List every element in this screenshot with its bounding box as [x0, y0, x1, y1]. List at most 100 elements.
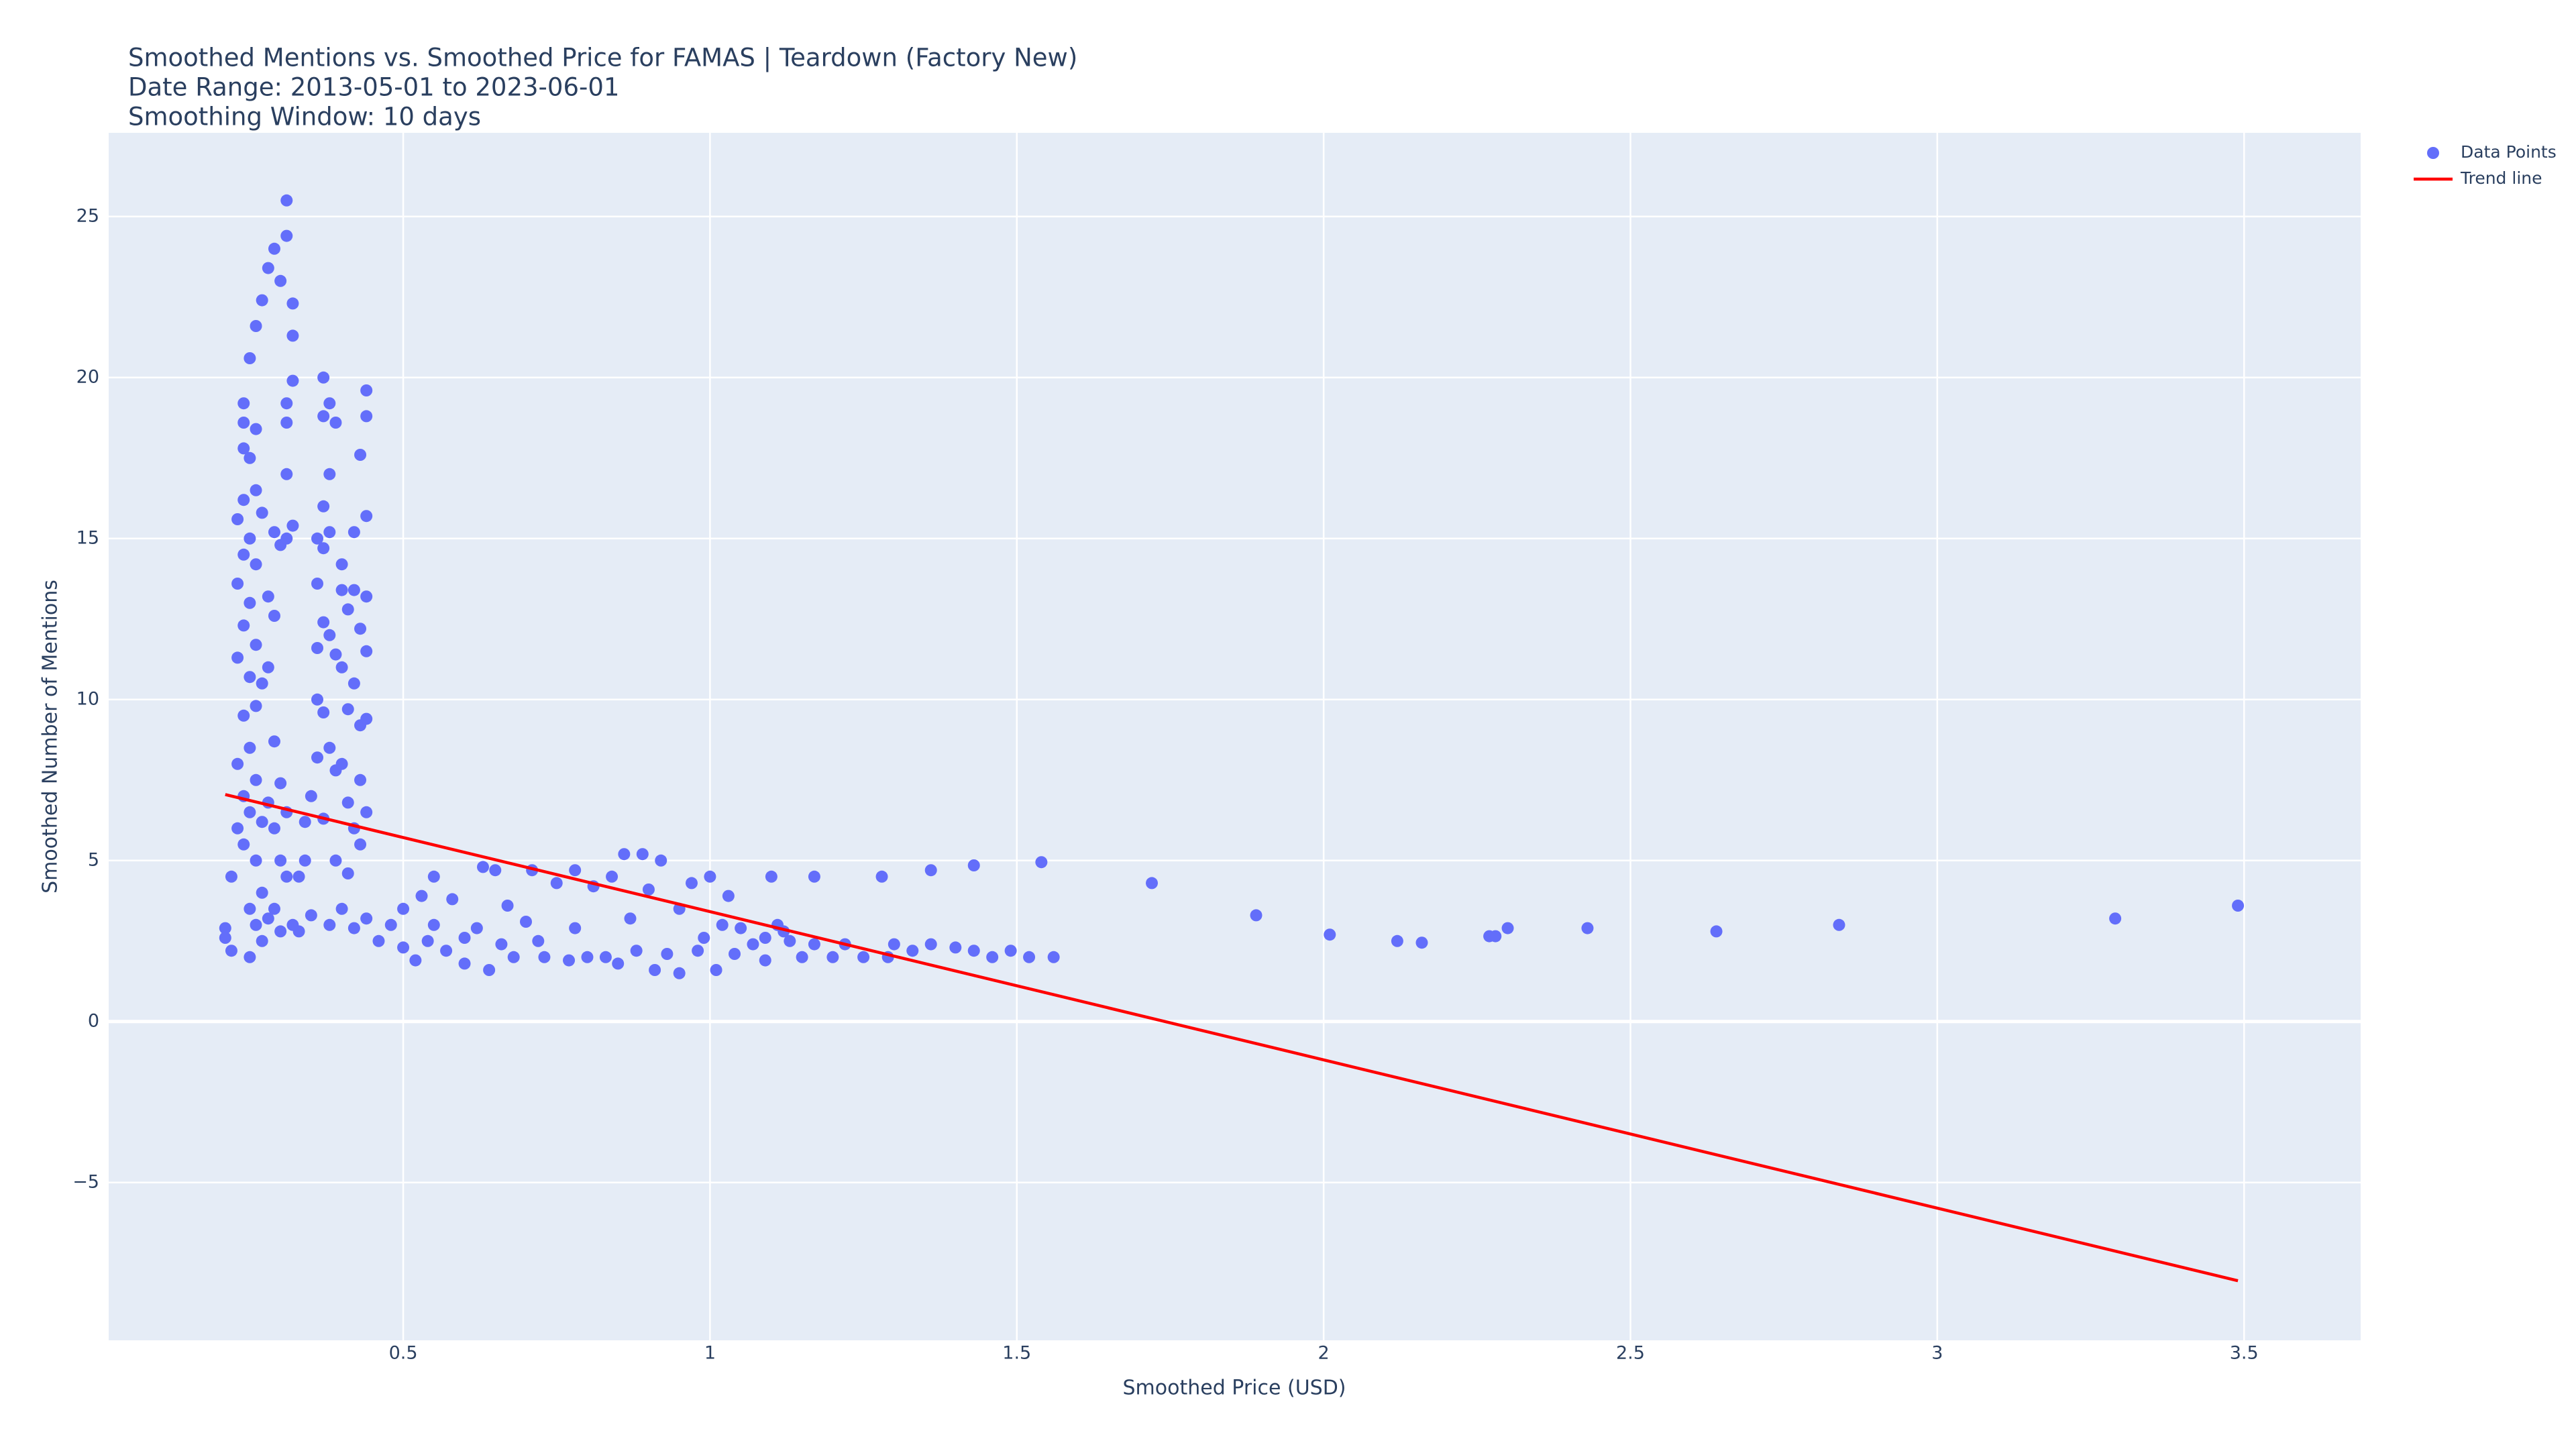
data-point [250, 700, 262, 712]
data-point [698, 932, 710, 944]
data-point [311, 578, 324, 590]
data-point [268, 822, 280, 835]
data-point [347, 677, 360, 690]
data-point [323, 397, 336, 410]
data-point [360, 590, 373, 603]
data-point [329, 854, 342, 867]
data-point [335, 661, 348, 674]
data-point [219, 932, 231, 944]
data-point [311, 642, 324, 654]
data-point [716, 918, 729, 931]
data-point [692, 945, 704, 957]
data-point [256, 934, 268, 947]
data-point [1581, 922, 1594, 934]
data-point [710, 964, 722, 976]
data-point [415, 890, 428, 902]
data-point [1035, 856, 1048, 869]
data-point [857, 951, 870, 963]
data-point [280, 468, 293, 480]
data-point [427, 870, 440, 883]
data-point [323, 629, 336, 641]
data-point [661, 948, 674, 960]
data-point [268, 526, 280, 539]
y-tick-label: −5 [72, 1171, 99, 1192]
data-point [569, 922, 582, 934]
data-point [256, 886, 268, 899]
data-point [360, 384, 373, 396]
chart-subtitle: Smoothing Window: 10 days [128, 103, 481, 131]
data-point [875, 870, 888, 883]
data-point [538, 951, 551, 963]
data-point [329, 648, 342, 661]
data-point [1391, 934, 1403, 947]
data-point [729, 948, 741, 960]
data-point [906, 945, 919, 957]
data-point [280, 194, 293, 207]
data-point [563, 954, 576, 967]
y-tick-label: 25 [76, 205, 99, 226]
data-point [250, 854, 262, 867]
data-point [250, 320, 262, 332]
data-point [655, 854, 667, 867]
data-point [581, 951, 594, 963]
data-point [280, 397, 293, 410]
data-point [986, 951, 999, 963]
data-point [1833, 918, 1845, 931]
data-point [250, 558, 262, 571]
data-point [826, 951, 839, 963]
data-point [262, 912, 274, 925]
data-point [274, 274, 287, 287]
data-point [409, 954, 422, 967]
data-point [341, 867, 354, 879]
data-point [323, 918, 336, 931]
data-point [704, 870, 716, 883]
data-point [311, 693, 324, 706]
data-point [231, 822, 244, 835]
data-point [1023, 951, 1036, 963]
data-point [341, 603, 354, 616]
data-point [299, 816, 311, 828]
data-point [1489, 930, 1502, 943]
legend-symbol [2427, 147, 2439, 159]
y-tick-label: 15 [76, 527, 99, 548]
data-point [1004, 945, 1017, 957]
data-point [335, 757, 348, 770]
x-axis-title: Smoothed Price (USD) [1122, 1377, 1346, 1400]
data-point [784, 934, 796, 947]
trend-line [225, 793, 2239, 1283]
data-point [924, 938, 937, 951]
data-point [483, 964, 496, 976]
data-point [231, 513, 244, 525]
data-point [446, 893, 459, 906]
data-point [618, 848, 631, 861]
data-point [1501, 922, 1514, 934]
data-point [2232, 900, 2245, 912]
data-point [237, 548, 250, 561]
data-point [476, 861, 489, 873]
data-point [888, 938, 900, 951]
data-point [250, 423, 262, 435]
data-point [317, 706, 330, 718]
data-point [317, 542, 330, 555]
data-point [317, 500, 330, 513]
data-point [501, 900, 514, 912]
data-point [735, 922, 747, 934]
data-point [354, 449, 367, 461]
data-point [360, 912, 373, 925]
data-point [372, 934, 385, 947]
data-point [323, 468, 336, 480]
data-point [250, 639, 262, 651]
data-point [360, 712, 373, 725]
grid [109, 133, 2361, 1340]
data-point [569, 864, 582, 877]
data-point [323, 526, 336, 539]
data-point [685, 877, 698, 890]
x-tick-label: 3 [1931, 1343, 1943, 1364]
data-point [311, 532, 324, 545]
data-point [268, 610, 280, 622]
data-point [397, 902, 410, 915]
data-point [360, 410, 373, 423]
data-point [624, 912, 637, 925]
data-point [274, 777, 287, 790]
y-axis-title: Smoothed Number of Mentions [39, 580, 62, 894]
